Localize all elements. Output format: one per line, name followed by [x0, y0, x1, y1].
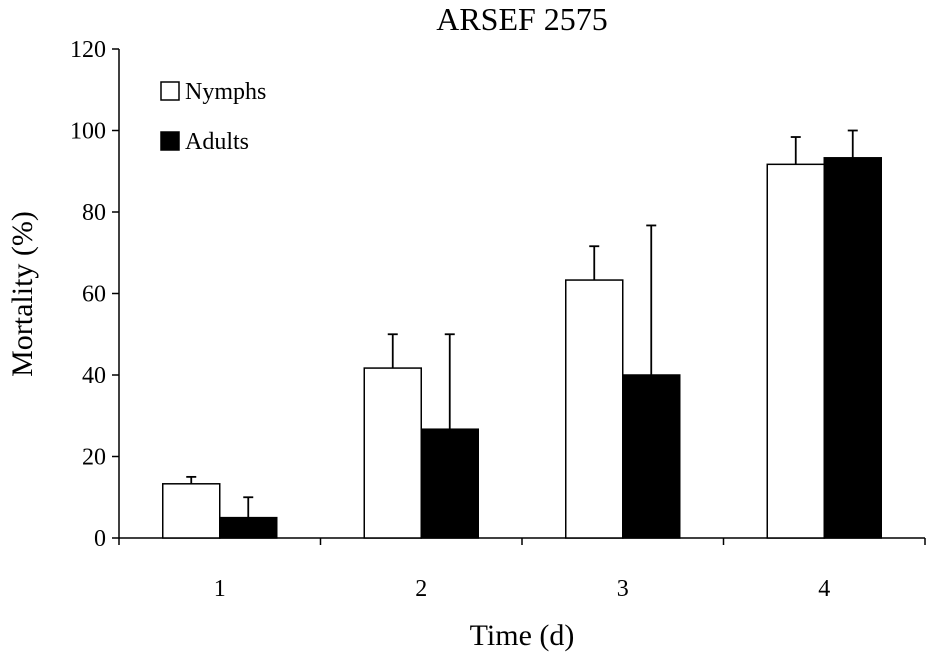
- bar-nymphs-3: [565, 279, 624, 539]
- bar-nymphs-4: [766, 163, 825, 539]
- x-axis-label: Time (d): [470, 619, 575, 652]
- chart-title: ARSEF 2575: [436, 1, 608, 37]
- bar-nymphs-1: [162, 483, 221, 539]
- y-tick-label: 80: [82, 200, 106, 226]
- x-tick-label: 3: [617, 576, 629, 602]
- plot-area: 0 20 40 60 80 100 120 1 2 3 4 Nymphs Adults: [70, 37, 926, 602]
- legend-swatch: [160, 81, 180, 101]
- x-tick-label: 2: [415, 576, 427, 602]
- y-tick-label: 100: [70, 119, 106, 145]
- y-tick-label: 0: [94, 526, 106, 552]
- bar-nymphs-2: [363, 367, 422, 539]
- x-tick-label: 4: [818, 576, 830, 602]
- bar-adults-4: [823, 157, 882, 539]
- x-tick-label: 1: [214, 576, 226, 602]
- y-tick-label: 20: [82, 445, 106, 471]
- bar-adults-3: [622, 374, 681, 539]
- y-axis-label: Mortality (%): [6, 211, 39, 377]
- bar-adults-1: [219, 516, 278, 539]
- y-tick-label: 120: [70, 37, 106, 63]
- y-tick-label: 40: [82, 363, 106, 389]
- legend-label: Nymphs: [185, 79, 266, 105]
- bar-adults-2: [420, 428, 479, 539]
- y-tick-label: 60: [82, 282, 106, 308]
- legend-label: Adults: [185, 129, 249, 155]
- legend-swatch: [160, 131, 180, 151]
